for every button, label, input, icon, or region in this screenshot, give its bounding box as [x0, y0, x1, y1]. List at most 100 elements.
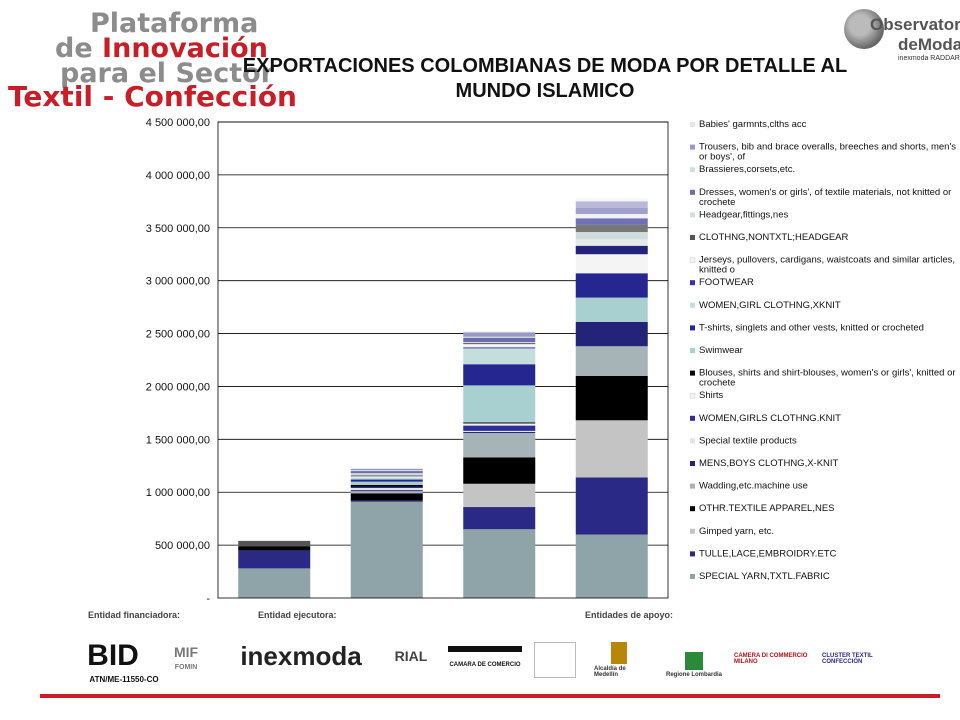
legend-label-line: or boys', of	[699, 152, 746, 163]
shield-icon	[611, 642, 627, 664]
legend-label-line: crochete	[699, 197, 735, 208]
footer-sponsors: Entidad financiadora: Entidad ejecutora:…	[0, 606, 960, 720]
y-tick-label: -	[206, 593, 210, 605]
legend-label: Blouses, shirts and shirt-blouses, women…	[699, 368, 956, 389]
bar-segment	[463, 430, 536, 432]
legend-label-line: WOMEN,GIRL CLOTHNG,XKNIT	[699, 300, 841, 311]
stacked-bar-chart: - 500 000,00 1 000 000,00 1 500 000,00 2 000…	[146, 117, 957, 605]
bar-segment	[463, 348, 536, 365]
brand-line-4: Textil - Confección	[8, 80, 297, 113]
label-apoyo: Entidades de apoyo:	[585, 610, 674, 620]
legend-swatch	[690, 348, 695, 353]
bar-segment	[463, 483, 536, 508]
legend-swatch	[690, 438, 695, 444]
bar-segment	[238, 540, 311, 547]
legend-label-line: Blouses, shirts and shirt-blouses, women…	[699, 368, 956, 379]
lombardia-logo-icon: Regione Lombardia	[664, 640, 724, 678]
bar-segment	[463, 457, 536, 484]
bar-segment	[575, 321, 648, 347]
rosa-camuna-icon	[685, 652, 703, 670]
legend-label-line: Jerseys, pullovers, cardigans, waistcoat…	[699, 255, 955, 266]
y-tick-label: 3 000 000,00	[146, 276, 210, 288]
legend-swatch	[690, 302, 695, 308]
legend-label-line: MENS,BOYS CLOTHNG,X-KNIT	[699, 458, 839, 469]
camera-milano-logo-text: CAMERA DI COMMERCIO MILANO	[734, 653, 808, 665]
legend-label-line: Swimwear	[699, 345, 743, 356]
bar-segment	[350, 501, 423, 598]
observatorio-line-1: Observatorio	[870, 15, 960, 34]
bar-segment	[463, 337, 536, 343]
bar-segment	[350, 490, 423, 492]
brand-line-3: para el Sector	[60, 58, 274, 89]
legend-label: Trousers, bib and brace overalls, breech…	[699, 142, 956, 163]
y-tick-label: 1 500 000,00	[146, 434, 210, 446]
y-tick-label: 500 000,00	[155, 540, 210, 552]
legend-swatch	[690, 167, 695, 173]
alcaldia-logo-text: Alcaldía de Medellín	[594, 666, 626, 678]
bar-segment	[575, 201, 648, 208]
bars	[238, 198, 648, 598]
mif-logo-text: MIF	[173, 644, 199, 660]
legend-swatch	[690, 144, 695, 150]
legend-label-line: TULLE,LACE,EMBROIDRY.ETC	[699, 548, 837, 559]
legend-label-line: SPECIAL YARN,TXTL.FABRIC	[699, 571, 830, 582]
bar-segment	[575, 224, 648, 233]
camera-milano-logo-icon: CAMERA DI COMMERCIO MILANO	[734, 644, 814, 674]
legend-swatch	[690, 325, 695, 331]
brand-line-2: de Innovación	[55, 33, 268, 64]
legend-swatch	[690, 189, 695, 195]
legend-swatch	[690, 122, 695, 127]
legend-swatch	[690, 551, 695, 557]
bar-segment	[575, 198, 648, 202]
bar-segment	[350, 479, 423, 482]
legend-label: Special textile products	[699, 435, 797, 446]
observatorio-logo: Observatorio deModa inexmoda RADDAR	[838, 5, 960, 75]
bar-segment	[350, 481, 423, 485]
y-tick-label: 1 000 000,00	[146, 487, 210, 499]
bar-segment	[350, 477, 423, 480]
bar-segment	[575, 346, 648, 376]
bar-segment	[463, 331, 536, 333]
legend-swatch	[690, 212, 695, 218]
bar-segment	[575, 218, 648, 225]
legend-swatch	[690, 280, 695, 286]
bar-segment	[350, 473, 423, 476]
brand-line-1: Plataforma	[90, 8, 259, 39]
rial-logo-icon: RIAL	[386, 646, 436, 666]
bar-segment	[350, 491, 423, 494]
legend-label: WOMEN,GIRL CLOTHNG,XKNIT	[699, 300, 841, 311]
bar-segment	[575, 254, 648, 274]
bar-segment	[463, 423, 536, 426]
bar-segment	[463, 432, 536, 458]
lombardia-logo-text: Regione Lombardia	[665, 672, 722, 678]
plot-frame	[217, 121, 669, 599]
bar-segment	[575, 232, 648, 240]
bar-segment	[463, 347, 536, 349]
mif-sub: FOMIN	[174, 663, 198, 671]
legend-label: MENS,BOYS CLOTHNG,X-KNIT	[699, 458, 839, 469]
legend-swatch	[690, 506, 695, 512]
bar-segment	[463, 431, 536, 433]
bar-segment	[350, 471, 423, 474]
legend-label: SPECIAL YARN,TXTL.FABRIC	[699, 571, 830, 582]
legend-swatch	[690, 528, 695, 534]
bar-segment	[238, 546, 311, 551]
bar-segment	[463, 332, 536, 337]
legend-label: Shirts	[699, 390, 724, 401]
chart-title: EXPORTACIONES COLOMBIANAS DE MODA POR DE…	[242, 55, 848, 102]
legend-swatch	[689, 257, 696, 263]
legend-label-line: Shirts	[699, 390, 724, 401]
legend-label: Jerseys, pullovers, cardigans, waistcoat…	[699, 255, 955, 276]
legend-label: WOMEN,GIRLS CLOTHNG.KNIT	[699, 413, 841, 424]
legend-label-line: Wadding,etc.machine use	[699, 481, 808, 492]
legend-label-line: Trousers, bib and brace overalls, breech…	[699, 142, 956, 153]
bar-segment	[463, 422, 536, 424]
legend-label-line: knitted o	[699, 265, 735, 276]
legend-label-line: Babies' garmnts,clths acc	[699, 119, 807, 130]
legend-label: Brassieres,corsets,etc.	[699, 164, 795, 175]
legend-swatch	[690, 415, 695, 421]
legend-swatch	[690, 370, 695, 376]
legend-label: FOOTWEAR	[699, 277, 754, 288]
legend-swatch	[690, 461, 695, 466]
inexmoda-logo-icon: inexmoda	[240, 640, 361, 672]
